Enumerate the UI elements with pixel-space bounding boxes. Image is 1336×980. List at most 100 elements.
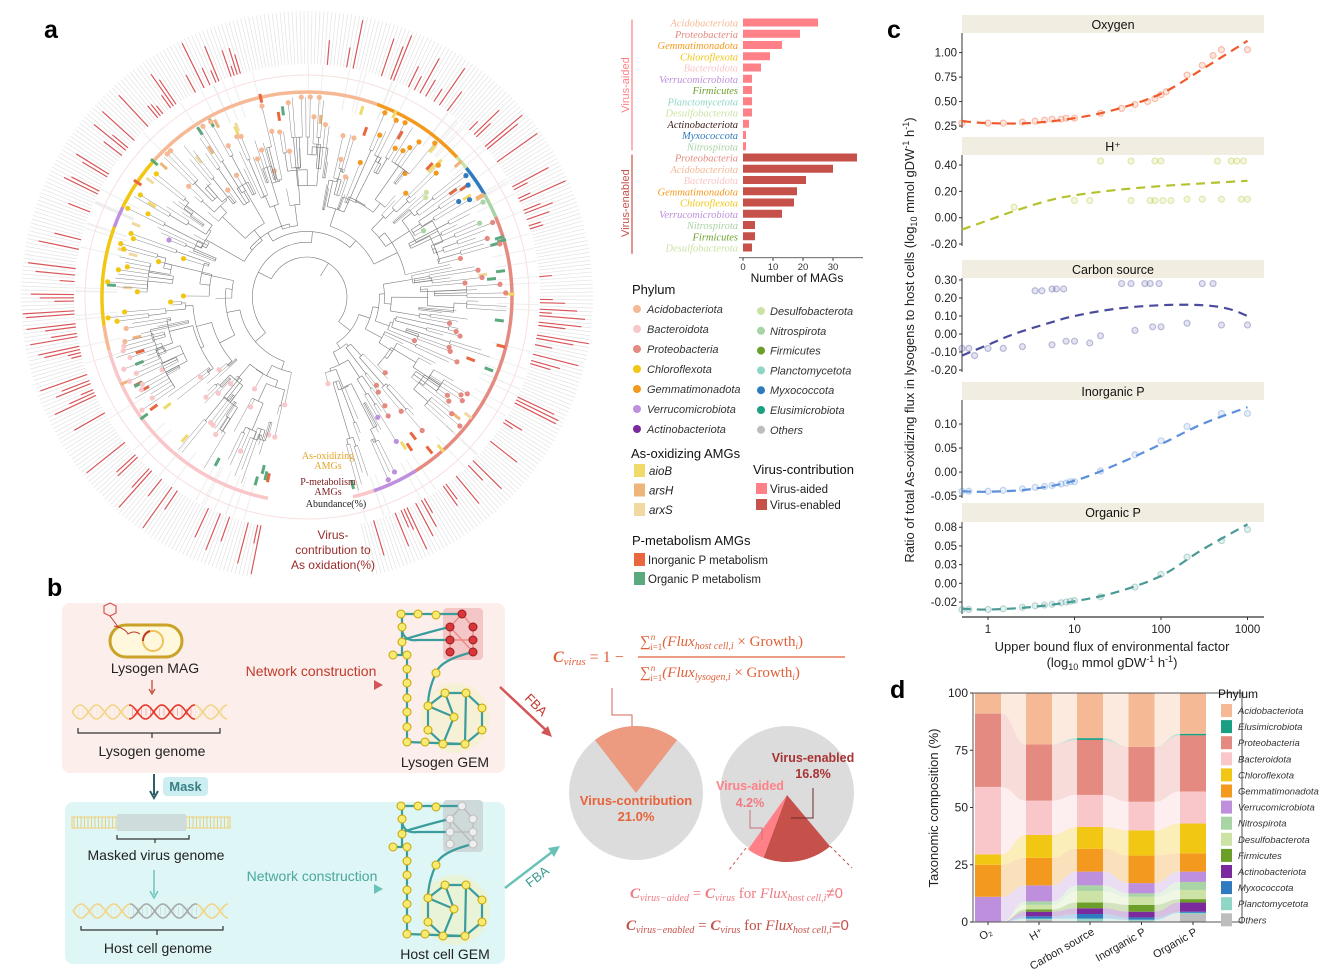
data-point <box>1031 287 1039 295</box>
panel-c-x-axis-title-line2: (log10 mmol gDW-1 h-1) <box>1047 654 1178 672</box>
abundance-ring-tick <box>209 27 229 78</box>
flow-ribbon <box>1154 853 1180 884</box>
legend-item: Elusimicrobiota <box>770 405 845 417</box>
spoke <box>76 315 118 321</box>
abundance-ring-tick <box>506 416 553 445</box>
abundance-ring-tick <box>481 450 522 487</box>
phylum-ring-arc <box>153 90 378 161</box>
abundance-ring-tick <box>538 267 592 274</box>
spoke <box>496 307 539 312</box>
tree-branch <box>338 321 351 331</box>
tree-arc <box>179 345 188 362</box>
tree-branch <box>384 195 396 208</box>
leaf-dot <box>247 404 254 410</box>
masked-node <box>457 801 467 811</box>
flow-ribbon <box>1052 794 1077 835</box>
flow-ribbon <box>1052 918 1077 921</box>
x-tick-label: 1 <box>985 624 991 636</box>
amg-mark <box>391 109 398 119</box>
leaf-dot <box>457 255 464 262</box>
pie-contribution-slice <box>594 726 678 793</box>
metabolite-node <box>397 622 407 632</box>
tree-branch <box>152 334 165 338</box>
tree-arc <box>374 154 381 159</box>
tree-branch <box>205 385 218 398</box>
tree-branch <box>364 403 378 427</box>
abundance-ring-tick <box>230 521 246 573</box>
tree-branch <box>207 185 223 203</box>
stack-segment-chloroflexota <box>1180 823 1206 854</box>
tree-branch <box>370 440 389 480</box>
tree-branch <box>338 380 355 423</box>
leaf-dot <box>277 129 283 135</box>
virus-contribution-bar <box>150 104 161 117</box>
abundance-ring-tick <box>535 240 588 252</box>
tree-arc <box>208 274 213 297</box>
tree-branch <box>215 383 219 386</box>
virus-contribution-bar <box>117 456 139 477</box>
tree-branch <box>212 178 234 205</box>
amg-mark <box>280 106 285 116</box>
leaf-dot <box>449 411 455 417</box>
metabolite-node <box>402 722 412 732</box>
abundance-ring-tick <box>62 418 109 447</box>
spoke <box>75 290 118 293</box>
stack-segment-gemmatimonadota <box>1180 853 1206 872</box>
stack-segment-verrucomicrobiota <box>1026 885 1052 902</box>
condition-equations: Cvirus−aided = Cvirus for Fluxhost cell,… <box>626 885 849 936</box>
abundance-ring-tick <box>512 405 561 431</box>
abundance-ring-tick <box>21 285 75 289</box>
viral-node <box>445 622 455 632</box>
tree-branch <box>430 374 462 396</box>
data-point <box>1146 279 1154 288</box>
tree-branch <box>199 137 221 168</box>
tree-branch <box>208 368 214 373</box>
tree-branch <box>381 387 402 412</box>
tree-arc <box>236 181 249 189</box>
f-den-flux: (Flux <box>662 665 695 681</box>
virus-contribution-bar <box>407 66 420 88</box>
abundance-ring-tick <box>448 481 481 525</box>
metabolite-node <box>431 668 441 678</box>
tree-branch <box>251 403 264 431</box>
amg-mark <box>475 192 485 200</box>
bar-proteobacteria <box>743 29 800 38</box>
abundance-ring-tick <box>402 35 425 85</box>
virus-contribution-bar <box>51 332 77 339</box>
tree-arc <box>453 303 455 313</box>
tree-branch <box>374 165 399 200</box>
tree-arc <box>408 195 411 198</box>
y-tick-label: 0.05 <box>935 541 957 553</box>
tree-branch <box>315 144 318 155</box>
flow-ribbon <box>1103 848 1129 884</box>
tree-branch <box>188 186 204 201</box>
stack-segment-desulfobacterota <box>1180 889 1206 900</box>
tree-arc <box>266 383 285 391</box>
tree-arc <box>183 197 186 201</box>
data-point <box>1048 341 1056 349</box>
virus-contribution-bar <box>526 211 550 221</box>
legend-swatch <box>1221 897 1232 911</box>
data-point <box>984 487 992 495</box>
spoke <box>142 132 174 163</box>
abundance-ring-tick <box>25 339 79 350</box>
y-tick-label: 0.03 <box>935 560 957 572</box>
amg-mark <box>260 464 266 475</box>
abundance-ring-tick <box>88 447 130 482</box>
bar-actinobacteriota <box>743 119 749 128</box>
tree-branch <box>409 197 416 204</box>
abundance-ring-tick <box>534 236 587 249</box>
tree-branch <box>335 369 344 389</box>
flow-ribbon <box>1154 881 1180 897</box>
flow-ribbon <box>1052 693 1077 745</box>
bar-label: Gemmatimonadota <box>658 41 739 52</box>
leaf-dot <box>238 448 244 454</box>
abundance-ring-tick <box>323 11 329 65</box>
tree-arc <box>289 203 301 206</box>
abundance-ring-tick <box>144 488 175 533</box>
abundance-ring-tick <box>184 38 208 87</box>
tree-branch <box>218 360 238 377</box>
tree-arc <box>371 229 386 247</box>
f-num-flux: (Flux <box>662 634 695 650</box>
f-den-close: ) <box>795 665 800 681</box>
